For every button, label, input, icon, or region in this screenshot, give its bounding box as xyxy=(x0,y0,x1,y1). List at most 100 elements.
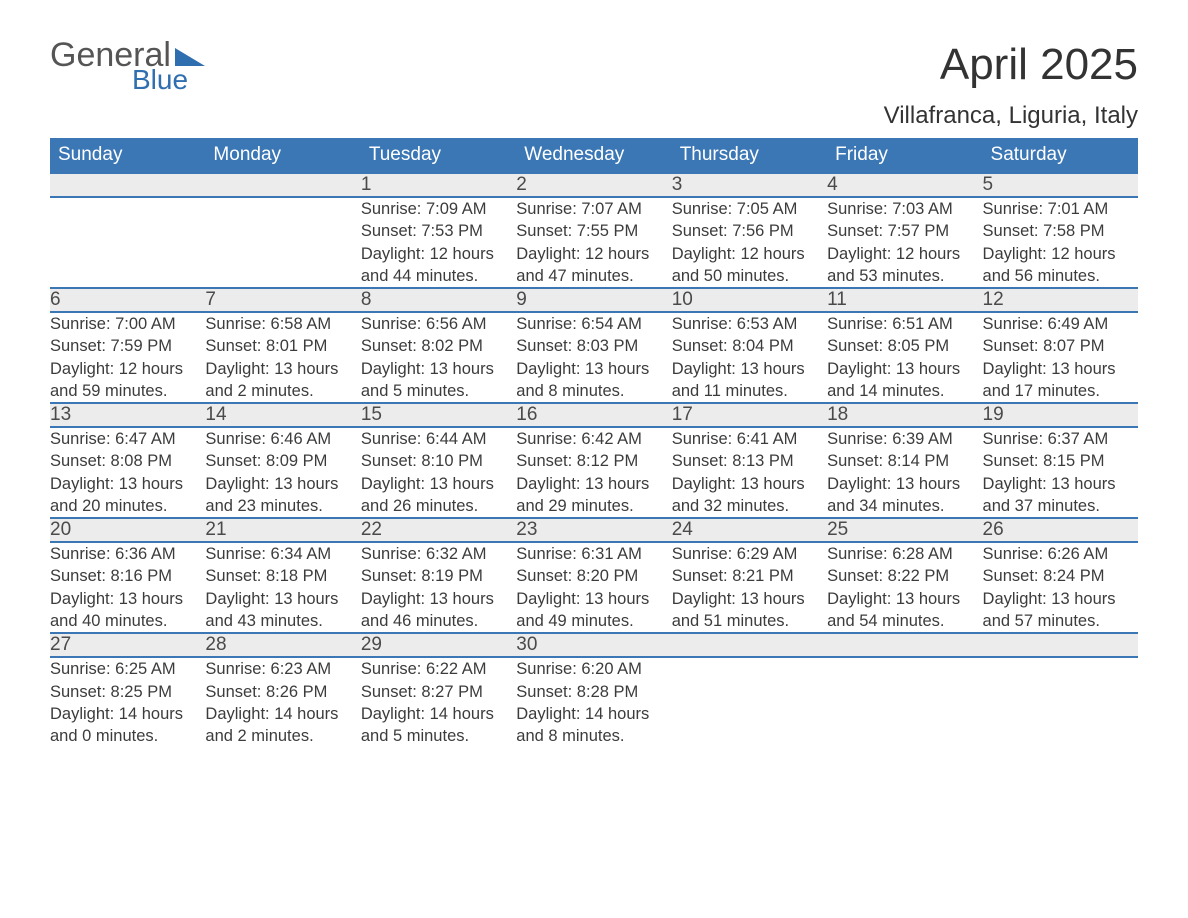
day-number: 1 xyxy=(361,173,516,197)
sunrise-line: Sunrise: 6:54 AM xyxy=(516,313,671,335)
day-number: 9 xyxy=(516,288,671,312)
sunset-line: Sunset: 8:02 PM xyxy=(361,335,516,357)
daylight-line: Daylight: 14 hours and 0 minutes. xyxy=(50,703,205,748)
sunset-line: Sunset: 8:28 PM xyxy=(516,681,671,703)
weekday-header: Friday xyxy=(827,138,982,173)
sunrise-line: Sunrise: 6:29 AM xyxy=(672,543,827,565)
daylight-line: Daylight: 13 hours and 57 minutes. xyxy=(983,588,1138,633)
day-number: 21 xyxy=(205,518,360,542)
day-number: 14 xyxy=(205,403,360,427)
day-number: 10 xyxy=(672,288,827,312)
sunrise-line: Sunrise: 7:09 AM xyxy=(361,198,516,220)
day-info: Sunrise: 6:32 AMSunset: 8:19 PMDaylight:… xyxy=(361,542,516,633)
day-info: Sunrise: 6:54 AMSunset: 8:03 PMDaylight:… xyxy=(516,312,671,403)
sunset-line: Sunset: 8:18 PM xyxy=(205,565,360,587)
day-number-row: 12345 xyxy=(50,173,1138,197)
sunset-line: Sunset: 8:01 PM xyxy=(205,335,360,357)
day-number: 19 xyxy=(983,403,1138,427)
logo: General Blue xyxy=(50,40,205,92)
daylight-line: Daylight: 13 hours and 40 minutes. xyxy=(50,588,205,633)
day-info: Sunrise: 6:53 AMSunset: 8:04 PMDaylight:… xyxy=(672,312,827,403)
sunset-line: Sunset: 8:20 PM xyxy=(516,565,671,587)
day-info: Sunrise: 6:28 AMSunset: 8:22 PMDaylight:… xyxy=(827,542,982,633)
daylight-line: Daylight: 12 hours and 47 minutes. xyxy=(516,243,671,288)
sunrise-line: Sunrise: 7:03 AM xyxy=(827,198,982,220)
daylight-line: Daylight: 13 hours and 26 minutes. xyxy=(361,473,516,518)
daylight-line: Daylight: 13 hours and 14 minutes. xyxy=(827,358,982,403)
empty-cell xyxy=(983,633,1138,657)
sunset-line: Sunset: 8:13 PM xyxy=(672,450,827,472)
daylight-line: Daylight: 12 hours and 53 minutes. xyxy=(827,243,982,288)
daylight-line: Daylight: 12 hours and 44 minutes. xyxy=(361,243,516,288)
weekday-header: Sunday xyxy=(50,138,205,173)
day-number: 3 xyxy=(672,173,827,197)
day-number-row: 13141516171819 xyxy=(50,403,1138,427)
day-number: 12 xyxy=(983,288,1138,312)
empty-cell xyxy=(827,633,982,657)
day-info: Sunrise: 6:22 AMSunset: 8:27 PMDaylight:… xyxy=(361,657,516,747)
sunset-line: Sunset: 8:07 PM xyxy=(983,335,1138,357)
sunrise-line: Sunrise: 6:47 AM xyxy=(50,428,205,450)
day-info: Sunrise: 6:42 AMSunset: 8:12 PMDaylight:… xyxy=(516,427,671,518)
sunrise-line: Sunrise: 6:46 AM xyxy=(205,428,360,450)
sunset-line: Sunset: 8:22 PM xyxy=(827,565,982,587)
daylight-line: Daylight: 13 hours and 32 minutes. xyxy=(672,473,827,518)
sunrise-line: Sunrise: 6:39 AM xyxy=(827,428,982,450)
month-title: April 2025 xyxy=(884,40,1138,90)
sunset-line: Sunset: 7:55 PM xyxy=(516,220,671,242)
empty-cell xyxy=(50,197,205,288)
day-info: Sunrise: 6:49 AMSunset: 8:07 PMDaylight:… xyxy=(983,312,1138,403)
sunrise-line: Sunrise: 6:36 AM xyxy=(50,543,205,565)
weekday-header: Tuesday xyxy=(361,138,516,173)
day-info: Sunrise: 6:26 AMSunset: 8:24 PMDaylight:… xyxy=(983,542,1138,633)
daylight-line: Daylight: 12 hours and 50 minutes. xyxy=(672,243,827,288)
day-info-row: Sunrise: 6:36 AMSunset: 8:16 PMDaylight:… xyxy=(50,542,1138,633)
calendar-table: SundayMondayTuesdayWednesdayThursdayFrid… xyxy=(50,138,1138,747)
day-number: 25 xyxy=(827,518,982,542)
day-info-row: Sunrise: 7:09 AMSunset: 7:53 PMDaylight:… xyxy=(50,197,1138,288)
sunset-line: Sunset: 8:14 PM xyxy=(827,450,982,472)
sunrise-line: Sunrise: 6:53 AM xyxy=(672,313,827,335)
daylight-line: Daylight: 13 hours and 43 minutes. xyxy=(205,588,360,633)
empty-cell xyxy=(50,173,205,197)
sunset-line: Sunset: 7:57 PM xyxy=(827,220,982,242)
daylight-line: Daylight: 13 hours and 51 minutes. xyxy=(672,588,827,633)
sunset-line: Sunset: 7:53 PM xyxy=(361,220,516,242)
sunset-line: Sunset: 8:08 PM xyxy=(50,450,205,472)
day-info-row: Sunrise: 7:00 AMSunset: 7:59 PMDaylight:… xyxy=(50,312,1138,403)
sunset-line: Sunset: 8:15 PM xyxy=(983,450,1138,472)
sunrise-line: Sunrise: 6:37 AM xyxy=(983,428,1138,450)
empty-cell xyxy=(205,197,360,288)
day-number: 11 xyxy=(827,288,982,312)
day-number: 30 xyxy=(516,633,671,657)
sunrise-line: Sunrise: 6:32 AM xyxy=(361,543,516,565)
day-info: Sunrise: 6:23 AMSunset: 8:26 PMDaylight:… xyxy=(205,657,360,747)
day-number: 2 xyxy=(516,173,671,197)
day-info: Sunrise: 6:44 AMSunset: 8:10 PMDaylight:… xyxy=(361,427,516,518)
weekday-header: Saturday xyxy=(983,138,1138,173)
day-number: 16 xyxy=(516,403,671,427)
day-info: Sunrise: 6:47 AMSunset: 8:08 PMDaylight:… xyxy=(50,427,205,518)
day-info: Sunrise: 7:01 AMSunset: 7:58 PMDaylight:… xyxy=(983,197,1138,288)
daylight-line: Daylight: 13 hours and 8 minutes. xyxy=(516,358,671,403)
logo-line2: Blue xyxy=(132,67,205,92)
daylight-line: Daylight: 13 hours and 23 minutes. xyxy=(205,473,360,518)
day-number: 20 xyxy=(50,518,205,542)
empty-cell xyxy=(827,657,982,747)
daylight-line: Daylight: 12 hours and 59 minutes. xyxy=(50,358,205,403)
sunrise-line: Sunrise: 6:56 AM xyxy=(361,313,516,335)
day-number: 8 xyxy=(361,288,516,312)
daylight-line: Daylight: 13 hours and 2 minutes. xyxy=(205,358,360,403)
day-number: 7 xyxy=(205,288,360,312)
day-info: Sunrise: 6:34 AMSunset: 8:18 PMDaylight:… xyxy=(205,542,360,633)
day-info-row: Sunrise: 6:47 AMSunset: 8:08 PMDaylight:… xyxy=(50,427,1138,518)
sunrise-line: Sunrise: 6:34 AM xyxy=(205,543,360,565)
day-number: 23 xyxy=(516,518,671,542)
daylight-line: Daylight: 12 hours and 56 minutes. xyxy=(983,243,1138,288)
day-info: Sunrise: 6:29 AMSunset: 8:21 PMDaylight:… xyxy=(672,542,827,633)
day-info: Sunrise: 6:56 AMSunset: 8:02 PMDaylight:… xyxy=(361,312,516,403)
sunset-line: Sunset: 8:12 PM xyxy=(516,450,671,472)
day-info: Sunrise: 6:46 AMSunset: 8:09 PMDaylight:… xyxy=(205,427,360,518)
header: General Blue April 2025 Villafranca, Lig… xyxy=(50,40,1138,130)
sunrise-line: Sunrise: 6:28 AM xyxy=(827,543,982,565)
